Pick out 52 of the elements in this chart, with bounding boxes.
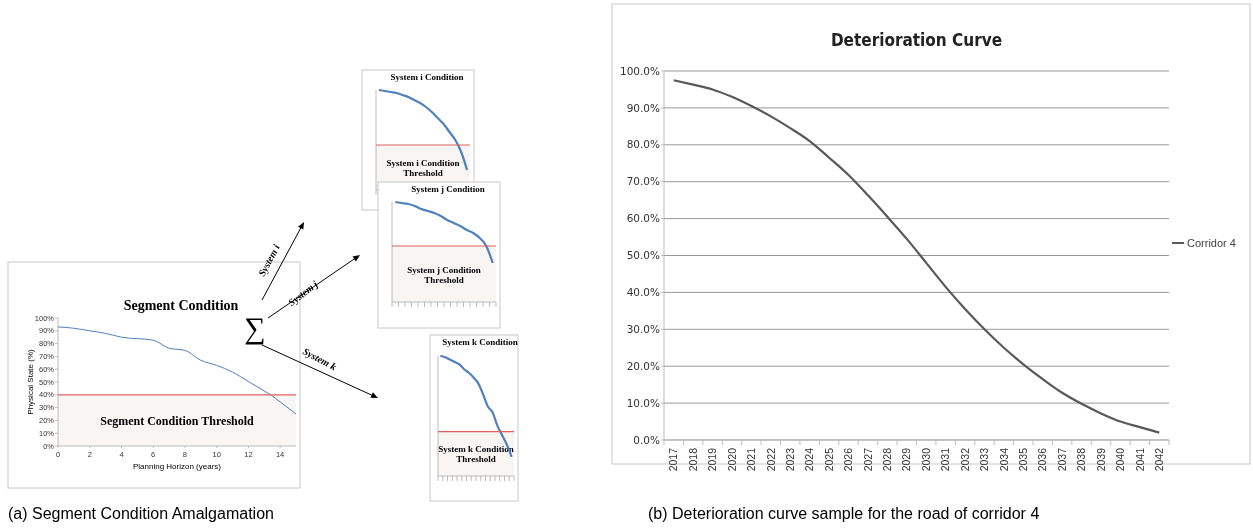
text: (a) Segment Condition Amalgamation — [8, 505, 274, 522]
line-series — [672, 79, 1161, 434]
x-tick-label: 2020 — [725, 447, 738, 472]
chart-title: System j Condition — [411, 184, 485, 195]
y-tick-label: 50.0% — [626, 249, 661, 262]
y-tick-label: 60.0% — [626, 212, 661, 225]
x-tick-label: 2023 — [783, 447, 796, 472]
chart-title: System i Condition — [390, 72, 464, 83]
x-tick-label: 2033 — [978, 447, 991, 472]
annotation: ∑ — [244, 311, 266, 345]
x-axis-title: Planning Horizon (years) — [132, 462, 222, 471]
x-tick-label: 2028 — [881, 447, 894, 472]
text: (b) Deterioration curve sample for the road of corridor 4 — [648, 505, 1040, 522]
x-tick-label: 2042 — [1152, 447, 1165, 472]
x-tick-label: 2017 — [667, 447, 680, 472]
band-label: System j Condition Threshold — [407, 264, 481, 285]
y-tick-label: 30.0% — [626, 322, 661, 335]
x-tick-label: 2031 — [939, 447, 952, 472]
x-tick-label: 2024 — [803, 447, 816, 472]
x-tick-label: 2041 — [1133, 447, 1146, 472]
chart-title: Segment Condition — [123, 297, 239, 313]
x-tick-label: 2018 — [686, 447, 699, 472]
band-label: System i Condition Threshold — [386, 158, 460, 179]
x-tick-label: 2038 — [1075, 447, 1088, 472]
x-tick-label: 2036 — [1036, 447, 1049, 472]
x-tick-label: 2026 — [842, 447, 855, 472]
x-tick-label: 2022 — [764, 447, 777, 472]
x-tick-label: 2027 — [861, 447, 874, 472]
chart-title: Deterioration Curve — [830, 29, 1003, 50]
x-tick-label: 2040 — [1114, 447, 1127, 472]
x-tick-label: 2029 — [900, 447, 913, 472]
y-tick-label: 80.0% — [626, 138, 661, 151]
x-tick-label: 2019 — [706, 447, 719, 472]
x-tick-label: 2032 — [958, 447, 971, 472]
y-tick-label: 40.0% — [626, 286, 661, 299]
y-tick-label: 70.0% — [626, 175, 661, 188]
y-tick-label: 90.0% — [626, 101, 661, 114]
x-tick-label: 2025 — [822, 447, 835, 472]
x-tick-label: 2030 — [919, 447, 932, 472]
x-tick-label: 2037 — [1055, 447, 1068, 472]
legend-label: Corridor 4 — [1187, 236, 1236, 249]
x-tick-label: 2039 — [1094, 447, 1107, 472]
y-tick-label: 0.0% — [633, 433, 661, 446]
x-tick-label: 2021 — [745, 447, 758, 472]
chart-title: System k Condition — [442, 337, 518, 348]
x-tick-label: 2034 — [997, 447, 1010, 472]
y-tick-label: 20.0% — [626, 359, 661, 372]
band-label: Segment Condition Threshold — [100, 413, 255, 428]
y-tick-label: 10.0% — [626, 396, 661, 409]
y-axis-title: Physical State (%) — [26, 348, 35, 415]
y-tick-label: 100.0% — [619, 64, 661, 77]
x-tick-label: 2035 — [1017, 447, 1029, 472]
